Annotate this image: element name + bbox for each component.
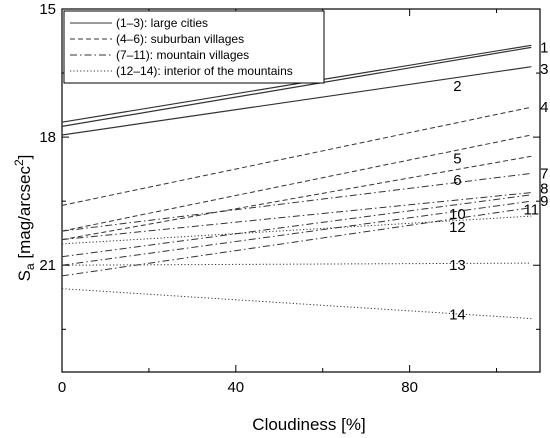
y-tick-label: 15 — [39, 1, 56, 18]
series-label-7: 7 — [540, 165, 548, 182]
series-label-5: 5 — [453, 150, 461, 167]
series-label-10: 10 — [449, 206, 466, 223]
series-line-13 — [61, 262, 532, 266]
series-label-2: 2 — [453, 78, 461, 95]
x-tick-label: 40 — [227, 379, 244, 396]
y-tick-label: 21 — [39, 257, 56, 274]
series-label-9: 9 — [540, 193, 548, 210]
series-line-7 — [61, 172, 532, 232]
legend-entry: (4–6): suburban villages — [116, 32, 244, 46]
series-label-3: 3 — [540, 61, 548, 78]
y-tick-label: 18 — [39, 129, 56, 146]
series-line-12 — [61, 215, 532, 245]
legend-entry: (12–14): interior of the mountains — [116, 64, 293, 78]
series-label-4: 4 — [540, 99, 548, 116]
series-line-2 — [61, 46, 532, 127]
series-line-9 — [61, 194, 532, 258]
series-label-6: 6 — [453, 172, 461, 189]
series-line-1 — [61, 44, 532, 123]
legend: (1–3): large cities (4–6): suburban villa… — [63, 10, 325, 84]
legend-entry: (7–11): mountain villages — [116, 48, 249, 62]
series-label-8: 8 — [540, 180, 548, 197]
series-line-3 — [61, 66, 532, 136]
legend-entry: (1–3): large cities — [116, 16, 208, 30]
x-tick-label: 80 — [401, 379, 418, 396]
series-label-14: 14 — [449, 306, 466, 323]
x-tick-label: 0 — [58, 379, 66, 396]
series-line-14 — [61, 288, 532, 320]
series-line-8 — [61, 192, 532, 241]
y-axis-title: Sa [mag/arcsec2] — [12, 155, 37, 282]
series-label-13: 13 — [449, 257, 466, 274]
series-lines — [61, 44, 532, 320]
x-axis-title: Cloudiness [%] — [252, 415, 365, 434]
tick-labels: 0 40 80 15 18 21 — [39, 1, 418, 396]
series-label-1: 1 — [540, 39, 548, 56]
series-line-10 — [61, 200, 532, 266]
plot-border — [61, 8, 541, 373]
series-label-11: 11 — [524, 202, 540, 219]
plot-frame — [61, 8, 541, 373]
series-label-12: 12 — [449, 219, 466, 236]
